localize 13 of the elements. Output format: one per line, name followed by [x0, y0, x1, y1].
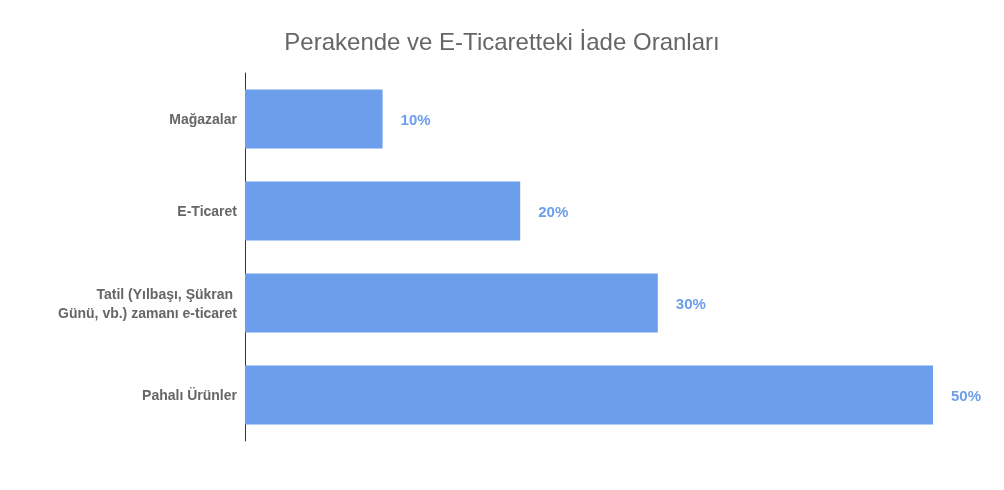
data-label: 30% — [675, 294, 706, 312]
y-tick-label: E-Ticaret — [177, 203, 238, 219]
bar — [245, 365, 933, 425]
data-label: 10% — [400, 110, 431, 128]
bar — [245, 273, 658, 333]
bar — [245, 181, 521, 241]
y-tick-label: Mağazalar — [169, 111, 238, 127]
chart-title: Perakende ve E-Ticaretteki İade Oranları — [284, 27, 720, 55]
y-tick-label: Tatil (Yılbaşı, Şükran Günü, vb.) zamanı e-ticaret — [58, 285, 238, 321]
y-tick-label: Pahalı Ürünler — [142, 387, 238, 403]
data-label: 20% — [538, 202, 569, 220]
data-label: 50% — [951, 386, 982, 404]
bar — [245, 89, 383, 149]
